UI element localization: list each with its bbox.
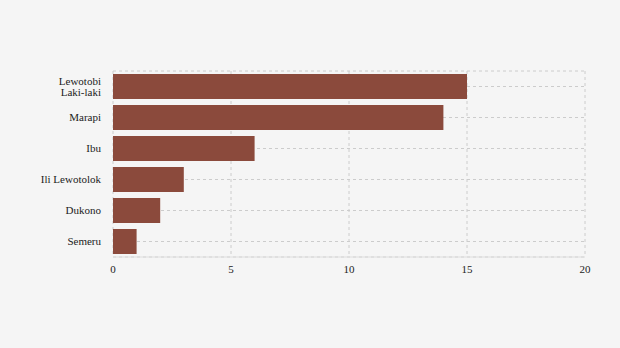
svg-text:Semeru: Semeru [67,235,101,247]
svg-text:Ibu: Ibu [86,142,101,154]
svg-text:Ili Lewotolok: Ili Lewotolok [41,173,102,185]
svg-text:15: 15 [462,263,474,275]
svg-text:Marapi: Marapi [69,111,101,123]
svg-text:10: 10 [344,263,356,275]
svg-text:Dukono: Dukono [66,204,102,216]
svg-text:LewotobiLaki-laki: LewotobiLaki-laki [59,75,101,98]
svg-text:20: 20 [580,263,592,275]
svg-text:5: 5 [228,263,234,275]
svg-text:0: 0 [110,263,116,275]
